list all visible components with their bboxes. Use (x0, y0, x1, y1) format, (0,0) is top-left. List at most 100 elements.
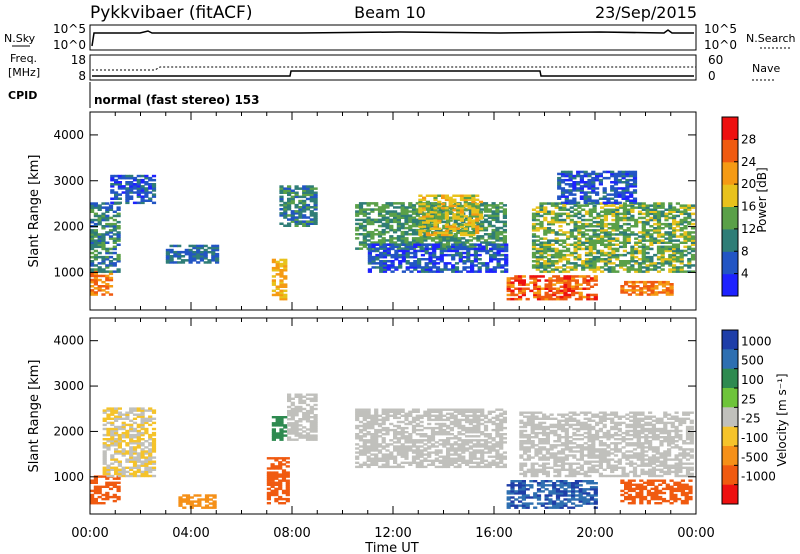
data-cell (587, 187, 592, 190)
data-cell (558, 253, 563, 257)
data-cell (510, 293, 515, 297)
data-cell (491, 439, 496, 442)
data-cell (485, 270, 490, 273)
data-cell (425, 213, 430, 216)
data-cell (144, 176, 149, 180)
data-cell (140, 442, 145, 445)
data-cell (550, 247, 555, 251)
data-cell (637, 210, 643, 213)
data-cell (106, 407, 111, 410)
data-cell (483, 426, 489, 430)
data-cell (393, 241, 398, 244)
data-cell (305, 208, 311, 211)
data-cell (622, 260, 627, 263)
data-cell (285, 457, 290, 460)
data-cell (385, 426, 390, 430)
data-cell (592, 243, 597, 246)
data-cell (579, 185, 584, 188)
data-cell (596, 251, 601, 255)
data-cell (279, 258, 284, 262)
data-cell (400, 210, 405, 213)
noise-tick-top-right: 10^5 (704, 22, 737, 36)
data-cell (215, 246, 220, 250)
data-cell (121, 431, 126, 435)
data-cell (108, 495, 114, 499)
data-cell (405, 268, 410, 271)
data-cell (600, 231, 605, 234)
data-cell (101, 280, 106, 284)
data-cell (144, 189, 149, 192)
data-cell (105, 270, 110, 273)
data-cell (478, 213, 484, 216)
data-cell (593, 500, 598, 503)
data-cell (452, 215, 457, 218)
data-cell (470, 243, 475, 246)
data-cell (279, 293, 284, 297)
data-cell (419, 463, 424, 466)
data-cell (294, 434, 299, 437)
data-cell (374, 445, 379, 448)
data-cell (132, 450, 138, 453)
data-cell (374, 416, 379, 420)
data-cell (389, 228, 394, 232)
data-cell (401, 243, 406, 246)
data-cell (502, 441, 507, 444)
data-cell (188, 255, 193, 258)
data-cell (151, 421, 157, 425)
data-cell (607, 255, 612, 259)
data-cell (290, 220, 295, 223)
data-cell (563, 279, 568, 282)
data-cell (132, 187, 138, 190)
data-cell (442, 239, 447, 242)
data-cell (125, 413, 130, 416)
data-cell (568, 189, 573, 192)
data-cell (672, 220, 677, 224)
data-cell (400, 461, 405, 464)
data-cell (136, 468, 141, 471)
data-cell (275, 422, 280, 425)
data-cell (114, 448, 119, 451)
data-cell (558, 206, 563, 209)
data-cell (526, 417, 531, 420)
data-cell (495, 230, 500, 234)
data-cell (586, 492, 591, 495)
data-cell (543, 216, 548, 220)
data-cell (539, 258, 544, 261)
data-cell (105, 291, 110, 294)
data-cell (619, 231, 624, 234)
data-cell (502, 208, 507, 211)
data-cell (358, 224, 364, 228)
data-cell (470, 264, 475, 267)
data-cell (476, 206, 481, 209)
data-cell (396, 447, 401, 450)
data-cell (595, 176, 600, 180)
data-cell (523, 415, 528, 418)
data-cell (654, 291, 659, 294)
data-cell (592, 251, 597, 255)
data-cell (606, 199, 611, 202)
data-cell (518, 488, 523, 491)
data-cell (446, 424, 451, 428)
data-cell (471, 227, 476, 230)
data-cell (132, 448, 138, 451)
data-cell (370, 447, 375, 450)
data-cell (169, 261, 174, 264)
data-cell (477, 253, 482, 257)
data-cell (271, 432, 276, 435)
data-cell (375, 258, 380, 261)
data-cell (544, 291, 549, 295)
data-cell (568, 178, 573, 182)
data-cell (613, 176, 619, 180)
data-cell (144, 474, 149, 478)
data-cell (287, 393, 292, 396)
data-cell (117, 468, 122, 471)
data-cell (554, 218, 559, 222)
data-cell (577, 216, 582, 220)
data-cell (444, 194, 449, 197)
data-cell (93, 253, 98, 257)
data-cell (393, 202, 398, 205)
data-cell (274, 489, 279, 493)
data-cell (193, 500, 198, 503)
data-cell (690, 243, 696, 246)
data-cell (411, 212, 417, 215)
